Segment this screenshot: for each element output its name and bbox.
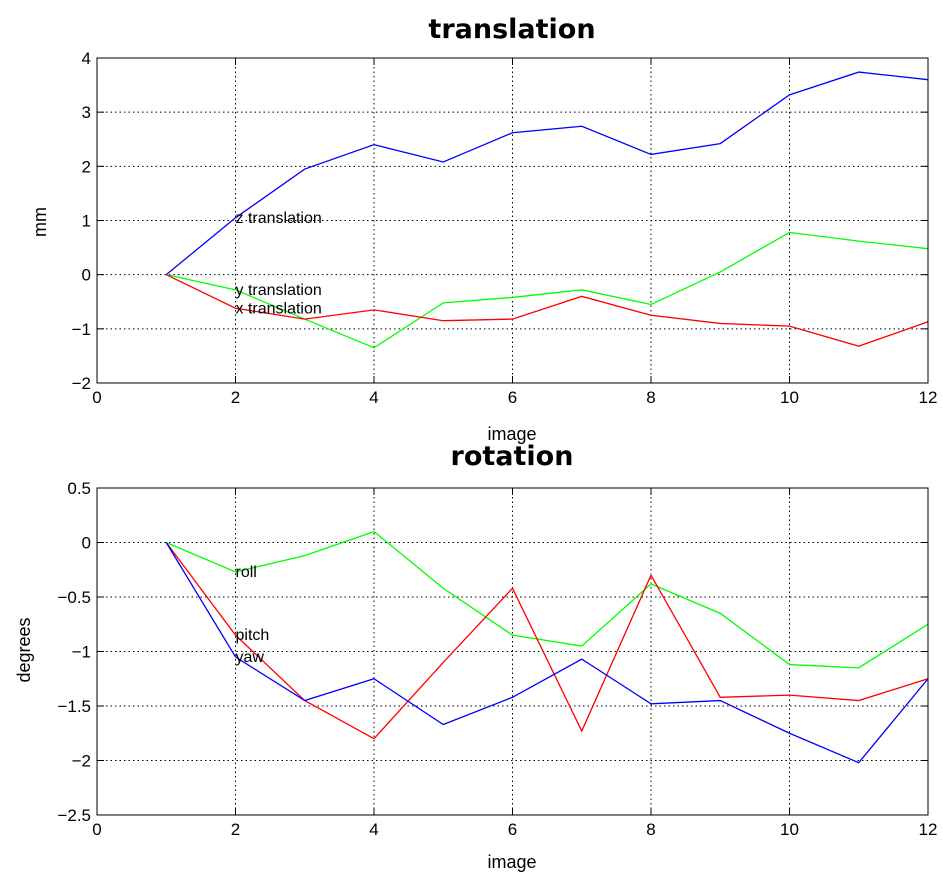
translation-panel: translation z translation y translationx … [30,14,937,444]
x-tick-label: 10 [780,820,799,839]
y-tick-label: 0 [82,534,91,553]
y-tick-label: −1.5 [57,697,91,716]
tick-labels: 0 2 4 6 8 10 12 −2.5 −2 −1.5 −1 −0.5 0 0.5 [57,479,937,839]
series-line-y-translation [166,231,929,349]
chart-title: translation [428,14,595,45]
annotation-label: y translation [236,282,322,299]
x-tick-label: 6 [508,820,517,839]
x-tick-label: 12 [919,388,938,407]
x-tick-label: 8 [646,388,655,407]
y-tick-label: −2 [72,752,91,771]
series-line-roll [165,530,929,669]
y-tick-label: 1 [82,212,91,231]
y-tick-label: −2.5 [57,806,91,825]
annotation-label: pitch [236,627,270,644]
grid [96,487,929,816]
x-tick-label: 2 [231,820,240,839]
plot-frame [96,57,929,384]
series-line-pitch [165,542,929,740]
x-tick-label: 4 [369,388,378,407]
x-axis-label: image [487,852,536,872]
y-tick-label: 2 [82,157,91,176]
y-tick-label: 4 [82,49,91,68]
y-tick-label: 0 [82,266,91,285]
series-group [165,71,929,349]
x-tick-label: 8 [646,820,655,839]
annotation-label: x translation [236,300,322,317]
y-axis-label: degrees [14,617,34,682]
chart-title: rotation [451,441,574,472]
x-tick-label: 6 [508,388,517,407]
y-tick-label: −1 [72,643,91,662]
x-tick-label: 4 [369,820,378,839]
annotations: roll pitch yaw [236,564,270,666]
annotation-label: z translation [236,210,322,227]
y-tick-label: 0.5 [67,479,91,498]
x-tick-label: 12 [919,820,938,839]
y-tick-label: −2 [72,374,91,393]
rotation-panel: rotation roll pitch yaw 0 2 4 6 8 10 12 −2.5 −2 −1.… [14,441,937,872]
y-tick-label: 3 [82,103,91,122]
series-line-x-translation [165,274,929,347]
x-tick-label: 10 [780,388,799,407]
y-axis-label: mm [30,207,50,237]
y-tick-label: −0.5 [57,588,91,607]
series-line-yaw [165,542,929,764]
plot-frame [96,487,929,816]
annotation-label: yaw [236,649,265,666]
x-axis-label: image [487,424,536,444]
y-tick-label: −1 [72,320,91,339]
series-group [165,530,929,764]
x-tick-label: 0 [92,388,101,407]
x-tick-label: 2 [231,388,240,407]
x-tick-label: 0 [92,820,101,839]
series-line-z-translation [165,71,929,276]
annotation-label: roll [236,564,257,581]
